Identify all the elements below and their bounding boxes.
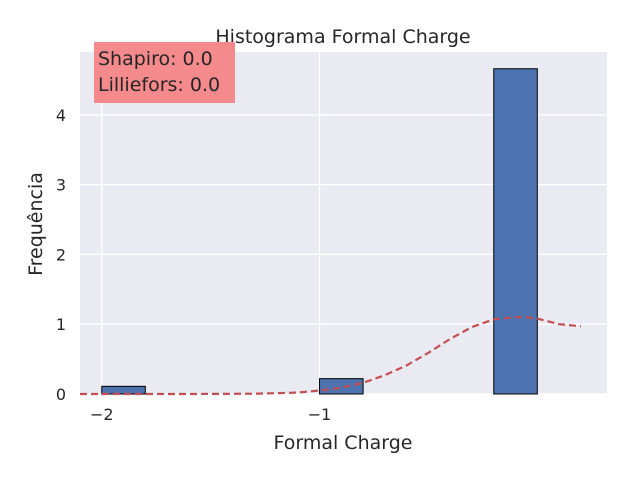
x-tick-label-1: −1 xyxy=(308,405,332,424)
x-axis-ticks: −2 −1 xyxy=(90,405,331,424)
x-tick-label-0: −2 xyxy=(90,405,114,424)
y-tick-label-1: 1 xyxy=(56,315,66,334)
x-axis-label: Formal Charge xyxy=(273,432,412,454)
normality-stats-box: Shapiro: 0.0 Lilliefors: 0.0 xyxy=(94,42,235,103)
histogram-bars xyxy=(101,68,538,395)
stats-box-background xyxy=(94,42,235,103)
histogram-bar-0 xyxy=(101,385,146,395)
y-tick-label-4: 4 xyxy=(56,106,66,125)
y-tick-label-2: 2 xyxy=(56,245,66,264)
histogram-bar-2 xyxy=(493,68,538,395)
density-curve xyxy=(80,316,582,396)
shapiro-stat: Shapiro: 0.0 xyxy=(98,48,213,70)
lilliefors-stat: Lilliefors: 0.0 xyxy=(98,74,220,96)
y-axis-ticks: 0 1 2 3 4 xyxy=(56,106,66,404)
y-axis-label: Frequência xyxy=(25,172,47,276)
y-tick-label-3: 3 xyxy=(56,176,66,195)
chart-title: Histograma Formal Charge xyxy=(215,26,470,48)
y-tick-label-0: 0 xyxy=(56,385,66,404)
histogram-bar-1 xyxy=(319,378,364,395)
